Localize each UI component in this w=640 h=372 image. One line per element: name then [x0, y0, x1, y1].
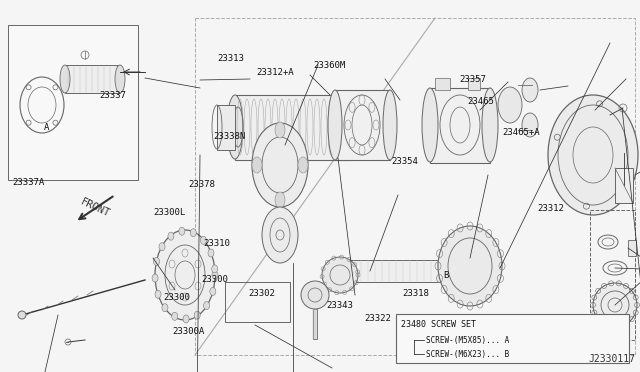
Bar: [313, 309, 317, 339]
Bar: [335, 90, 390, 160]
Text: 23378: 23378: [189, 180, 216, 189]
Ellipse shape: [438, 226, 502, 306]
Text: FRONT: FRONT: [79, 197, 111, 219]
Bar: [468, 78, 480, 90]
Ellipse shape: [522, 113, 538, 137]
Ellipse shape: [470, 260, 480, 282]
Text: 23312+A: 23312+A: [256, 68, 294, 77]
Ellipse shape: [482, 88, 498, 162]
Bar: [590, 210, 635, 340]
Ellipse shape: [190, 229, 196, 237]
Text: SCREW-(M5X85)... A: SCREW-(M5X85)... A: [426, 336, 509, 345]
Text: 23360M: 23360M: [314, 61, 346, 70]
Ellipse shape: [155, 230, 215, 320]
Ellipse shape: [522, 78, 538, 102]
Bar: [335, 260, 475, 282]
Polygon shape: [15, 32, 80, 170]
Text: 23312: 23312: [538, 204, 564, 213]
Ellipse shape: [252, 123, 308, 207]
Ellipse shape: [322, 257, 358, 293]
Ellipse shape: [200, 236, 207, 244]
Ellipse shape: [275, 192, 285, 208]
Text: 23343: 23343: [326, 301, 353, 310]
Ellipse shape: [159, 243, 165, 251]
Bar: [235, 95, 350, 160]
Ellipse shape: [275, 122, 285, 138]
Ellipse shape: [194, 311, 200, 319]
Ellipse shape: [593, 283, 637, 327]
Ellipse shape: [204, 302, 209, 310]
Bar: [225, 282, 290, 322]
Ellipse shape: [162, 304, 168, 312]
Ellipse shape: [18, 311, 26, 319]
Ellipse shape: [172, 312, 178, 320]
Ellipse shape: [154, 257, 159, 265]
Text: 23300A: 23300A: [173, 327, 205, 336]
Bar: [8, 25, 138, 180]
Bar: [615, 168, 633, 203]
Text: 23337A: 23337A: [13, 178, 45, 187]
Ellipse shape: [498, 87, 522, 123]
Text: 23465: 23465: [467, 97, 494, 106]
Ellipse shape: [330, 260, 340, 282]
Ellipse shape: [328, 90, 342, 160]
Text: 23357: 23357: [460, 76, 486, 84]
Ellipse shape: [262, 207, 298, 263]
Ellipse shape: [298, 157, 308, 173]
Ellipse shape: [115, 65, 125, 93]
Text: SCREW-(M6X23)... B: SCREW-(M6X23)... B: [426, 350, 509, 359]
Bar: [350, 100, 368, 155]
Text: 23313: 23313: [218, 54, 244, 63]
Ellipse shape: [252, 157, 262, 173]
Ellipse shape: [227, 95, 243, 159]
Ellipse shape: [60, 65, 70, 93]
Text: 23338N: 23338N: [214, 132, 246, 141]
Text: 23337: 23337: [99, 92, 126, 100]
Ellipse shape: [301, 281, 329, 309]
Ellipse shape: [155, 290, 161, 298]
Ellipse shape: [152, 274, 158, 282]
Ellipse shape: [210, 288, 216, 295]
Text: A: A: [44, 123, 49, 132]
Ellipse shape: [342, 95, 358, 159]
Bar: [396, 314, 629, 363]
Ellipse shape: [179, 227, 185, 235]
Text: 23300L: 23300L: [154, 208, 186, 217]
Text: 23300: 23300: [202, 275, 228, 283]
Bar: [435, 78, 450, 90]
Bar: [217, 105, 235, 150]
Ellipse shape: [212, 271, 218, 279]
Ellipse shape: [208, 249, 214, 257]
Ellipse shape: [212, 265, 218, 273]
Ellipse shape: [548, 95, 638, 215]
Ellipse shape: [383, 90, 397, 160]
Text: 23302: 23302: [248, 289, 275, 298]
Text: J2330117: J2330117: [588, 354, 635, 364]
Text: 23465+A: 23465+A: [502, 128, 540, 137]
Ellipse shape: [168, 232, 174, 240]
Text: 23310: 23310: [204, 239, 230, 248]
Text: 23354: 23354: [392, 157, 419, 166]
Text: B: B: [443, 271, 448, 280]
Ellipse shape: [183, 315, 189, 323]
Bar: [628, 240, 636, 256]
Bar: [430, 88, 490, 163]
Text: 23480 SCREW SET: 23480 SCREW SET: [401, 320, 476, 329]
Text: 23318: 23318: [402, 289, 429, 298]
Bar: [65, 65, 120, 93]
Ellipse shape: [422, 88, 438, 162]
Text: 23300: 23300: [163, 293, 190, 302]
Wedge shape: [550, 110, 636, 155]
Text: 23322: 23322: [365, 314, 392, 323]
